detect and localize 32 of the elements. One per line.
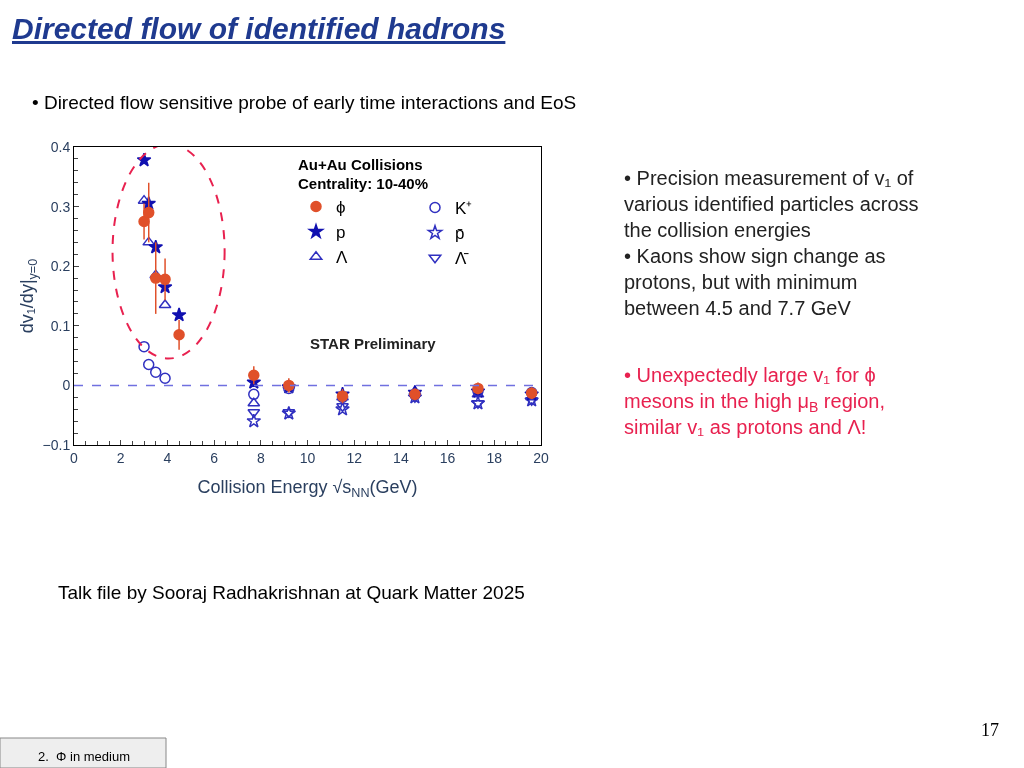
legend-title: Au+Au Collisions Centrality: 10-40%: [298, 155, 429, 192]
legend-label: K⁺: [455, 199, 473, 219]
y-tick-label: 0.4: [50, 138, 71, 155]
legend-label: p̄: [455, 224, 465, 244]
x-tick-label: 4: [163, 449, 172, 466]
x-tick-label: 12: [346, 449, 363, 466]
chart-subtitle: • Directed flow sensitive probe of early time interactions and EoS: [32, 92, 577, 113]
legend-label: p: [336, 223, 346, 243]
y-tick-label: 0.3: [50, 198, 71, 215]
x-tick-label: 20: [533, 449, 549, 466]
legend-label: Λ: [336, 248, 348, 268]
annotation: STAR Preliminary: [310, 335, 437, 352]
chart-title: Directed flow of identified hadrons: [12, 12, 506, 45]
legend-label: ϕ: [336, 198, 346, 218]
x-axis-title: Collision Energy √s$_{NN}$(GeV): [197, 476, 418, 500]
y-tick-label: −0.1: [42, 436, 71, 453]
x-tick-label: 10: [299, 449, 316, 466]
text: Talk file by Sooraj Radhakrishnan at Quark Matter 2025: [58, 582, 525, 603]
y-tick-label: 0.2: [50, 258, 71, 275]
text: • Unexpectedly large v₁ for ϕ mesons in the high μ$_{B}$ region, similar v₁ as protons and Λ!: [624, 364, 886, 438]
text: 2. Φ in medium: [38, 749, 131, 764]
x-tick-label: 6: [210, 449, 219, 466]
x-tick-label: 18: [486, 449, 503, 466]
y-tick-label: 0.1: [50, 317, 71, 334]
x-tick-label: 2: [116, 449, 125, 466]
y-tick-label: 0: [62, 377, 71, 394]
legend-label: Λ̄: [455, 249, 470, 269]
x-tick-label: 14: [393, 449, 409, 466]
text: • Precision measurement of v₁ of various identified particles across the collision energies • Kaons show sign change as protons, but with minimum between 4.5 and 7.7 GeV: [624, 167, 919, 319]
x-tick-label: 16: [439, 449, 456, 466]
text: 17: [981, 720, 999, 740]
x-tick-label: 8: [256, 449, 265, 466]
